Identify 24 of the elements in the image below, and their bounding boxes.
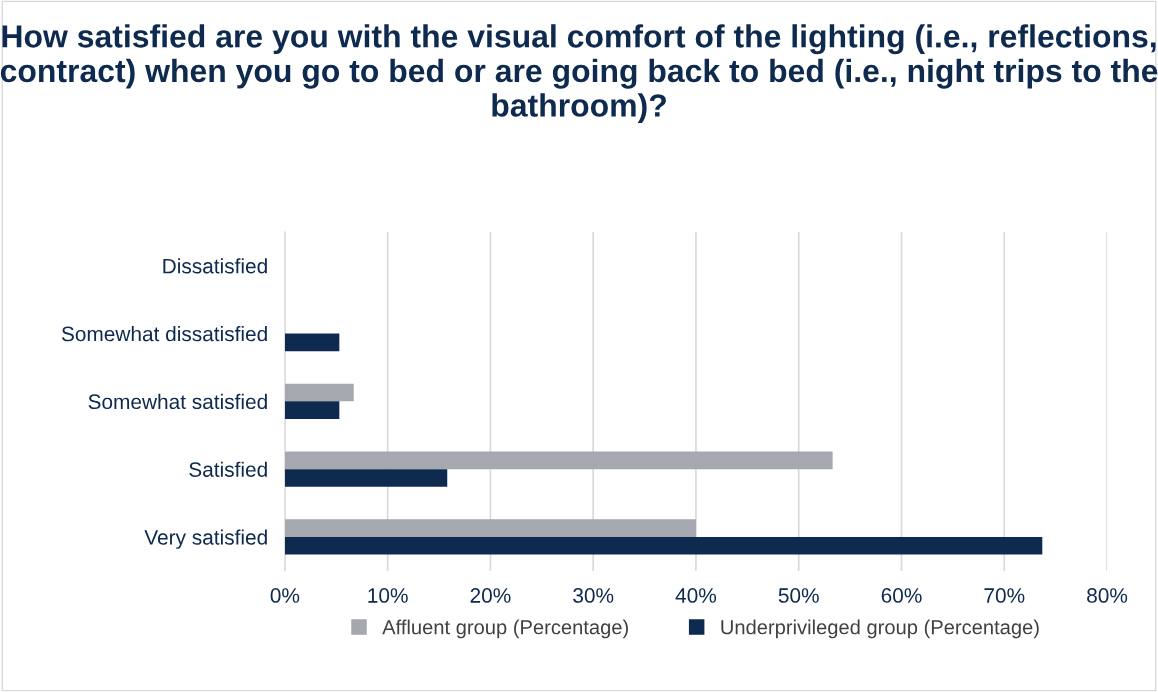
x-tick-label: 10% bbox=[368, 588, 408, 603]
legend-label: Affluent group (Percentage) bbox=[382, 619, 628, 639]
y-tick-label: Somewhat dissatisfied bbox=[61, 326, 267, 342]
x-tick-label: 50% bbox=[778, 588, 819, 603]
x-tick-label: 40% bbox=[675, 588, 717, 603]
x-tick-label: 0% bbox=[270, 588, 300, 603]
bar bbox=[284, 333, 340, 352]
bar bbox=[284, 536, 1043, 555]
x-tick-label: 60% bbox=[881, 588, 922, 603]
y-tick-label: Satisfied bbox=[189, 461, 267, 477]
bar bbox=[284, 469, 448, 487]
y-tick-label: Somewhat satisfied bbox=[88, 393, 267, 410]
bar bbox=[284, 383, 354, 402]
bar bbox=[284, 401, 340, 419]
chart-title: How satisfied are you with the visual comfort of the lighting (i.e., reflections, contract) when you go to bed or are going back to bed (i.e., night trips to the bathroom)? bbox=[0, 24, 1158, 124]
bar bbox=[284, 519, 696, 537]
y-tick-label: Very satisfied bbox=[144, 529, 267, 549]
bar bbox=[284, 451, 833, 470]
y-tick-label: Dissatisfied bbox=[163, 258, 267, 274]
x-tick-label: 70% bbox=[984, 588, 1025, 603]
x-tick-label: 20% bbox=[470, 588, 511, 603]
legend-label: Underprivileged group (Percentage) bbox=[721, 619, 1039, 639]
x-tick-label: 80% bbox=[1087, 588, 1128, 603]
x-tick-label: 30% bbox=[573, 588, 614, 603]
